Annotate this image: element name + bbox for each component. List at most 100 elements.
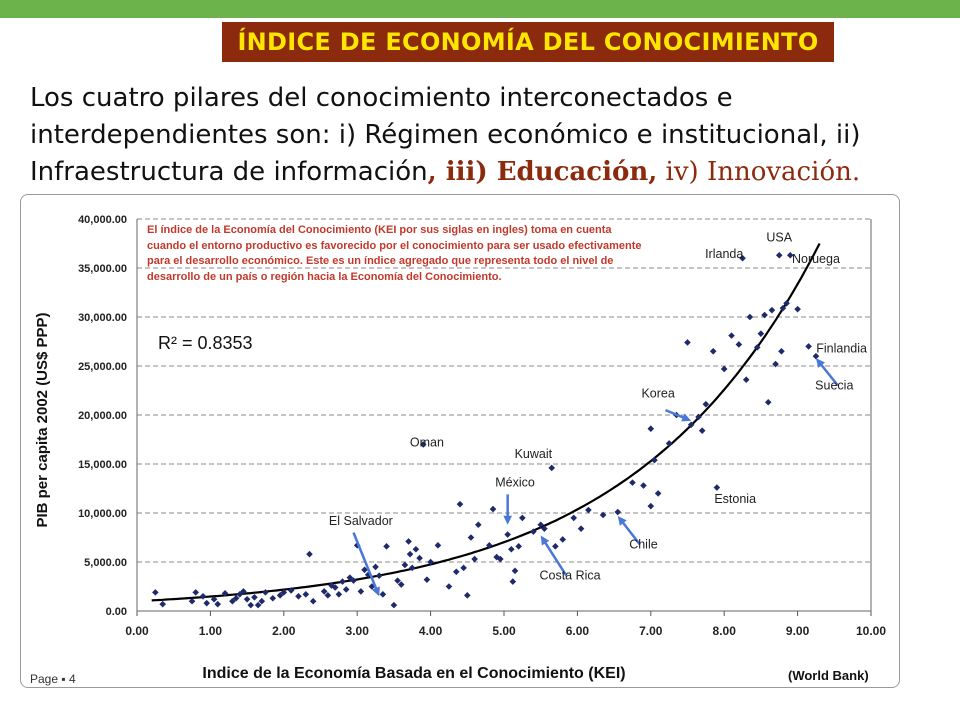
- intro-highlight-education: , iii) Educación,: [427, 157, 658, 187]
- data-point: [577, 525, 585, 532]
- data-point: [309, 597, 317, 605]
- data-point: [509, 578, 517, 585]
- data-point: [805, 343, 812, 350]
- data-point: [346, 574, 354, 581]
- country-label: Chile: [629, 537, 658, 551]
- data-point: [709, 348, 717, 355]
- source-credit: (World Bank): [788, 668, 869, 683]
- data-point: [408, 564, 416, 572]
- data-point: [728, 332, 735, 339]
- data-point: [735, 341, 743, 348]
- data-point: [647, 425, 655, 433]
- data-point: [152, 589, 159, 596]
- r2-label: R² = 0.8353: [158, 333, 253, 353]
- data-point: [779, 304, 787, 312]
- data-point: [423, 576, 431, 583]
- arrow-shaft: [352, 532, 378, 590]
- scatter-chart: 0.00 1.00 2.00 3.00 4.00 5.00 6.00 7.00 8.00 9.00…: [34, 214, 886, 682]
- data-point: [504, 531, 511, 538]
- data-point: [375, 572, 383, 580]
- x-tick-label: 6.00: [566, 624, 590, 638]
- country-label: USA: [766, 231, 792, 245]
- data-point: [269, 594, 277, 602]
- data-point: [342, 586, 350, 593]
- arrow-shaft: [664, 408, 685, 419]
- data-point: [280, 589, 288, 596]
- x-tick-label: 4.00: [419, 624, 443, 638]
- y-tick-label: 10,000.00: [78, 508, 127, 520]
- data-point: [713, 484, 721, 491]
- arrow-head: [540, 535, 550, 546]
- arrow-head: [371, 586, 380, 597]
- intro-highlight-innovation: iv) Innovación.: [657, 157, 861, 187]
- data-point: [357, 588, 365, 595]
- data-point: [783, 299, 790, 307]
- annotation-arrows: [352, 358, 839, 597]
- data-point: [324, 592, 332, 599]
- data-point: [695, 413, 702, 421]
- country-label: Estonia: [714, 492, 756, 506]
- data-point: [548, 464, 556, 472]
- intro-paragraph: Los cuatro pilares del conocimiento inte…: [30, 80, 950, 191]
- data-point: [768, 306, 776, 314]
- data-point: [295, 593, 302, 600]
- kei-definition-note: El índice de la Economía del Conocimient…: [147, 224, 642, 283]
- data-point: [794, 305, 801, 313]
- data-point: [585, 506, 592, 514]
- data-point: [331, 584, 339, 591]
- data-point: [464, 592, 471, 599]
- data-point: [786, 251, 794, 259]
- data-point: [335, 591, 343, 598]
- data-point: [471, 555, 478, 563]
- data-point: [515, 543, 522, 550]
- arrow-shaft: [543, 541, 568, 577]
- x-tick-label: 8.00: [713, 624, 737, 638]
- data-point: [276, 592, 284, 599]
- data-point: [406, 550, 414, 558]
- data-point: [236, 591, 244, 598]
- country-label: Costa Rica: [539, 569, 600, 583]
- data-point: [188, 597, 196, 605]
- x-tick-label: 5.00: [492, 624, 516, 638]
- country-label: Finlandia: [816, 341, 867, 355]
- data-point: [508, 545, 515, 553]
- data-point: [511, 567, 519, 575]
- data-point: [761, 311, 768, 319]
- data-point: [350, 577, 357, 584]
- data-point: [210, 595, 218, 603]
- data-point: [379, 591, 387, 598]
- y-tick-label: 30,000.00: [78, 312, 127, 324]
- data-point: [302, 591, 310, 598]
- data-point: [240, 588, 247, 595]
- data-point: [764, 398, 772, 406]
- data-point: [651, 456, 658, 464]
- data-point: [746, 313, 754, 321]
- data-point: [739, 254, 746, 262]
- arrow-head: [503, 515, 513, 525]
- data-point: [405, 538, 412, 545]
- data-point: [812, 352, 820, 360]
- data-point: [159, 600, 166, 608]
- data-point: [541, 525, 548, 532]
- country-label: Suecia: [815, 379, 853, 393]
- x-tick-labels: 0.00 1.00 2.00 3.00 4.00 5.00 6.00 7.00 8.00 9.00…: [125, 624, 886, 638]
- data-point: [687, 421, 695, 429]
- x-tick-label: 0.00: [125, 624, 149, 638]
- data-point: [192, 589, 200, 596]
- data-point: [665, 440, 673, 447]
- data-point: [684, 339, 691, 346]
- data-point: [452, 568, 460, 576]
- data-point: [614, 508, 622, 516]
- data-point: [640, 482, 647, 489]
- data-point: [229, 597, 236, 605]
- data-point: [251, 593, 258, 601]
- country-label: Oman: [410, 435, 444, 449]
- data-point: [460, 564, 467, 572]
- country-label: México: [495, 476, 535, 490]
- data-point: [570, 514, 578, 522]
- data-point: [199, 593, 207, 600]
- data-point: [467, 534, 475, 541]
- chart-frame: 0.00 1.00 2.00 3.00 4.00 5.00 6.00 7.00 8.00 9.00…: [20, 194, 900, 688]
- data-point: [397, 581, 405, 588]
- data-point: [698, 427, 706, 434]
